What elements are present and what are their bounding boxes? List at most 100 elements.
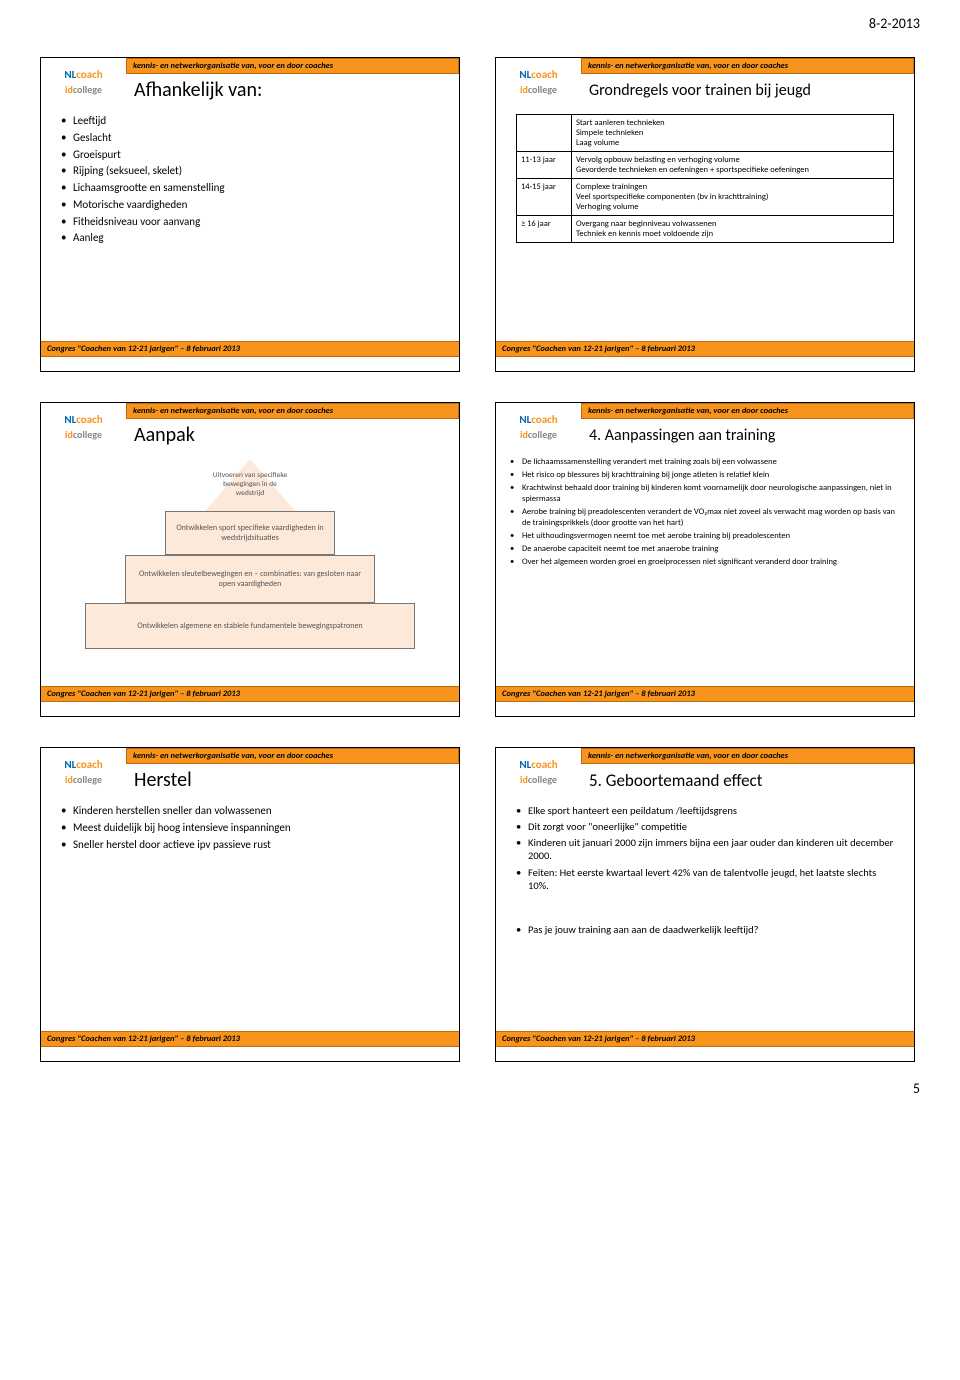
slide-3: NLcoach idcollege kennis- en netwerkorga… — [40, 402, 460, 717]
logo-block: NLcoach idcollege — [41, 403, 126, 451]
logo-coach: coach — [531, 68, 557, 81]
logo-college: college — [73, 773, 102, 786]
table-row: ≥ 16 jaar Overgang naar beginniveau volw… — [516, 216, 893, 243]
logo-coach: coach — [76, 413, 102, 426]
tagline-bar: kennis- en netwerkorganisatie van, voor … — [581, 748, 914, 764]
pyramid-level-1: Uitvoeren van specifieke bewegingen in d… — [210, 471, 290, 498]
slide-title: Grondregels voor trainen bij jeugd — [581, 74, 914, 106]
logo-id: id — [520, 428, 528, 441]
slide-title: 4. Aanpassingen aan training — [581, 419, 914, 451]
slide-1: NLcoach idcollege kennis- en netwerkorga… — [40, 57, 460, 372]
logo-college: college — [73, 428, 102, 441]
list-item: Meest duidelijk bij hoog intensieve insp… — [61, 821, 443, 835]
page-date: 8-2-2013 — [0, 0, 960, 37]
footer-bar: Congres "Coachen van 12-21 jarigen" – 8 … — [496, 341, 914, 357]
pyramid-level-3: Ontwikkelen sleutelbewegingen en – combi… — [125, 555, 375, 603]
list-item: Geslacht — [61, 131, 443, 145]
logo-id: id — [520, 773, 528, 786]
slide-6: NLcoach idcollege kennis- en netwerkorga… — [495, 747, 915, 1062]
slide-2: NLcoach idcollege kennis- en netwerkorga… — [495, 57, 915, 372]
list-item: Elke sport hanteert een peildatum /leeft… — [516, 804, 898, 817]
list-item: Lichaamsgrootte en samenstelling — [61, 181, 443, 195]
list-item: Motorische vaardigheden — [61, 198, 443, 212]
tagline-bar: kennis- en netwerkorganisatie van, voor … — [126, 403, 459, 419]
slide-5: NLcoach idcollege kennis- en netwerkorga… — [40, 747, 460, 1062]
list-item: Aerobe training bij preadolescenten vera… — [510, 507, 900, 528]
logo-college: college — [528, 428, 557, 441]
bullet-list: De lichaamssamenstelling verandert met t… — [510, 457, 900, 568]
logo-nl: NL — [64, 413, 76, 426]
list-item: Groeispurt — [61, 148, 443, 162]
desc-cell: Complexe trainingen Veel sportspecifieke… — [571, 179, 893, 216]
desc-cell: Overgang naar beginniveau volwassenen Te… — [571, 216, 893, 243]
list-item: Fitheidsniveau voor aanvang — [61, 215, 443, 229]
list-item: Feiten: Het eerste kwartaal levert 42% v… — [516, 866, 898, 892]
list-item: Kinderen uit januari 2000 zijn immers bi… — [516, 836, 898, 862]
pyramid-level-2: Ontwikkelen sport specifieke vaardighede… — [165, 511, 335, 555]
logo-block: NLcoach idcollege — [496, 748, 581, 796]
slide-title: Herstel — [126, 764, 459, 796]
footer-bar: Congres "Coachen van 12-21 jarigen" – 8 … — [496, 1031, 914, 1047]
desc-cell: Vervolg opbouw belasting en verhoging vo… — [571, 152, 893, 179]
age-cell — [516, 115, 571, 152]
tagline-bar: kennis- en netwerkorganisatie van, voor … — [126, 58, 459, 74]
logo-nl: NL — [519, 413, 531, 426]
logo-id: id — [65, 428, 73, 441]
age-table: Start aanleren technieken Simpele techni… — [516, 114, 894, 243]
slide-4: NLcoach idcollege kennis- en netwerkorga… — [495, 402, 915, 717]
tagline-bar: kennis- en netwerkorganisatie van, voor … — [581, 58, 914, 74]
desc-cell: Start aanleren technieken Simpele techni… — [571, 115, 893, 152]
logo-college: college — [528, 83, 557, 96]
table-row: 14-15 jaar Complexe trainingen Veel spor… — [516, 179, 893, 216]
logo-nl: NL — [519, 68, 531, 81]
list-item: Pas je jouw training aan aan de daadwerk… — [516, 923, 898, 936]
logo-id: id — [65, 773, 73, 786]
age-cell: 14-15 jaar — [516, 179, 571, 216]
bullet-list: Elke sport hanteert een peildatum /leeft… — [516, 804, 898, 892]
logo-block: NLcoach idcollege — [41, 58, 126, 106]
list-item: Krachtwinst behaald door training bij ki… — [510, 483, 900, 504]
logo-college: college — [73, 83, 102, 96]
logo-coach: coach — [531, 413, 557, 426]
pyramid: Uitvoeren van specifieke bewegingen in d… — [70, 459, 430, 669]
footer-bar: Congres "Coachen van 12-21 jarigen" – 8 … — [41, 1031, 459, 1047]
logo-id: id — [520, 83, 528, 96]
logo-nl: NL — [519, 758, 531, 771]
logo-coach: coach — [76, 758, 102, 771]
list-item: Aanleg — [61, 231, 443, 245]
footer-bar: Congres "Coachen van 12-21 jarigen" – 8 … — [41, 686, 459, 702]
list-item: Het risico op blessures bij krachttraini… — [510, 470, 900, 481]
table-row: 11-13 jaar Vervolg opbouw belasting en v… — [516, 152, 893, 179]
age-cell: 11-13 jaar — [516, 152, 571, 179]
slide-title: 5. Geboortemaand effect — [581, 764, 914, 796]
logo-nl: NL — [64, 758, 76, 771]
list-item: Dit zorgt voor "oneerlijke" competitie — [516, 820, 898, 833]
footer-bar: Congres "Coachen van 12-21 jarigen" – 8 … — [496, 686, 914, 702]
list-item: Kinderen herstellen sneller dan volwasse… — [61, 804, 443, 818]
logo-id: id — [65, 83, 73, 96]
list-item: Rijping (seksueel, skelet) — [61, 164, 443, 178]
logo-block: NLcoach idcollege — [496, 58, 581, 106]
logo-block: NLcoach idcollege — [496, 403, 581, 451]
list-item: De anaerobe capaciteit neemt toe met ana… — [510, 544, 900, 555]
bullet-list-2: Pas je jouw training aan aan de daadwerk… — [516, 923, 898, 936]
slide-title: Aanpak — [126, 419, 459, 451]
slide-title: Afhankelijk van: — [126, 74, 459, 106]
list-item: De lichaamssamenstelling verandert met t… — [510, 457, 900, 468]
pyramid-level-4: Ontwikkelen algemene en stabiele fundame… — [85, 603, 415, 649]
list-item: Over het algemeen worden groei en groeip… — [510, 557, 900, 568]
bullet-list: Kinderen herstellen sneller dan volwasse… — [61, 804, 443, 851]
table-row: Start aanleren technieken Simpele techni… — [516, 115, 893, 152]
slides-grid: NLcoach idcollege kennis- en netwerkorga… — [0, 37, 960, 1072]
footer-bar: Congres "Coachen van 12-21 jarigen" – 8 … — [41, 341, 459, 357]
list-item: Sneller herstel door actieve ipv passiev… — [61, 838, 443, 852]
logo-nl: NL — [64, 68, 76, 81]
age-cell: ≥ 16 jaar — [516, 216, 571, 243]
bullet-list: Leeftijd Geslacht Groeispurt Rijping (se… — [61, 114, 443, 245]
list-item: Het uithoudingsvermogen neemt toe met ae… — [510, 531, 900, 542]
logo-block: NLcoach idcollege — [41, 748, 126, 796]
logo-coach: coach — [76, 68, 102, 81]
logo-college: college — [528, 773, 557, 786]
tagline-bar: kennis- en netwerkorganisatie van, voor … — [126, 748, 459, 764]
page-number: 5 — [0, 1072, 960, 1112]
